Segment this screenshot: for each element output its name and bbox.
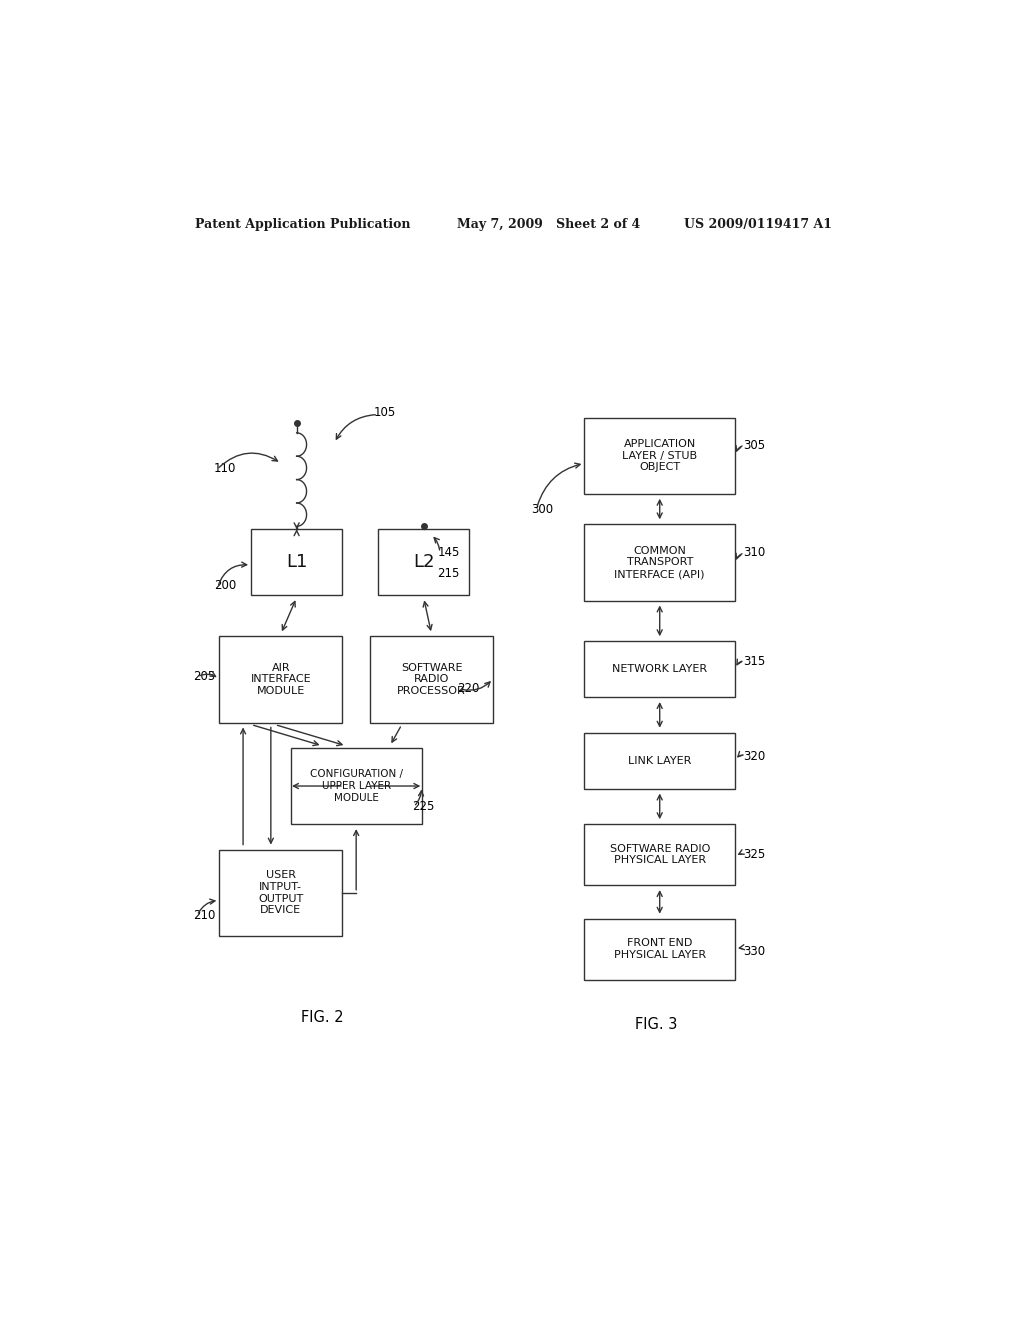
FancyBboxPatch shape	[251, 529, 342, 595]
Text: SOFTWARE
RADIO
PROCESSOR: SOFTWARE RADIO PROCESSOR	[397, 663, 466, 696]
Text: AIR
INTERFACE
MODULE: AIR INTERFACE MODULE	[251, 663, 311, 696]
FancyBboxPatch shape	[585, 733, 735, 788]
Text: 220: 220	[458, 682, 479, 696]
Text: 210: 210	[194, 909, 215, 923]
Text: SOFTWARE RADIO
PHYSICAL LAYER: SOFTWARE RADIO PHYSICAL LAYER	[609, 843, 710, 866]
FancyBboxPatch shape	[585, 524, 735, 601]
Text: 145: 145	[437, 546, 460, 560]
Text: FIG. 3: FIG. 3	[635, 1016, 677, 1032]
Text: 215: 215	[437, 566, 460, 579]
Text: CONFIGURATION /
UPPER LAYER
MODULE: CONFIGURATION / UPPER LAYER MODULE	[309, 770, 402, 803]
Text: 200: 200	[214, 578, 236, 591]
FancyBboxPatch shape	[291, 748, 422, 824]
Text: 105: 105	[374, 407, 396, 418]
Text: COMMON
TRANSPORT
INTERFACE (API): COMMON TRANSPORT INTERFACE (API)	[614, 545, 705, 579]
Text: 320: 320	[743, 750, 765, 763]
Text: 110: 110	[214, 462, 237, 475]
FancyBboxPatch shape	[370, 636, 494, 722]
FancyBboxPatch shape	[585, 824, 735, 886]
Text: 315: 315	[743, 655, 765, 668]
Text: Patent Application Publication: Patent Application Publication	[196, 218, 411, 231]
FancyBboxPatch shape	[585, 417, 735, 494]
FancyBboxPatch shape	[219, 850, 342, 936]
FancyBboxPatch shape	[585, 919, 735, 979]
FancyBboxPatch shape	[378, 529, 469, 595]
Text: May 7, 2009   Sheet 2 of 4: May 7, 2009 Sheet 2 of 4	[458, 218, 641, 231]
Text: LINK LAYER: LINK LAYER	[628, 755, 691, 766]
Text: L2: L2	[413, 553, 434, 572]
Text: FIG. 2: FIG. 2	[301, 1010, 344, 1024]
Text: FRONT END
PHYSICAL LAYER: FRONT END PHYSICAL LAYER	[613, 939, 706, 960]
Text: 305: 305	[743, 438, 765, 451]
Text: 300: 300	[531, 503, 553, 516]
Text: USER
INTPUT-
OUTPUT
DEVICE: USER INTPUT- OUTPUT DEVICE	[258, 870, 303, 915]
FancyBboxPatch shape	[585, 642, 735, 697]
Text: APPLICATION
LAYER / STUB
OBJECT: APPLICATION LAYER / STUB OBJECT	[623, 440, 697, 473]
Text: 310: 310	[743, 546, 765, 560]
Text: 330: 330	[743, 945, 765, 958]
Text: 225: 225	[412, 800, 434, 813]
Text: L1: L1	[286, 553, 307, 572]
Text: US 2009/0119417 A1: US 2009/0119417 A1	[684, 218, 831, 231]
Text: 205: 205	[194, 671, 215, 684]
Text: NETWORK LAYER: NETWORK LAYER	[612, 664, 708, 675]
Text: 325: 325	[743, 849, 765, 861]
FancyBboxPatch shape	[219, 636, 342, 722]
